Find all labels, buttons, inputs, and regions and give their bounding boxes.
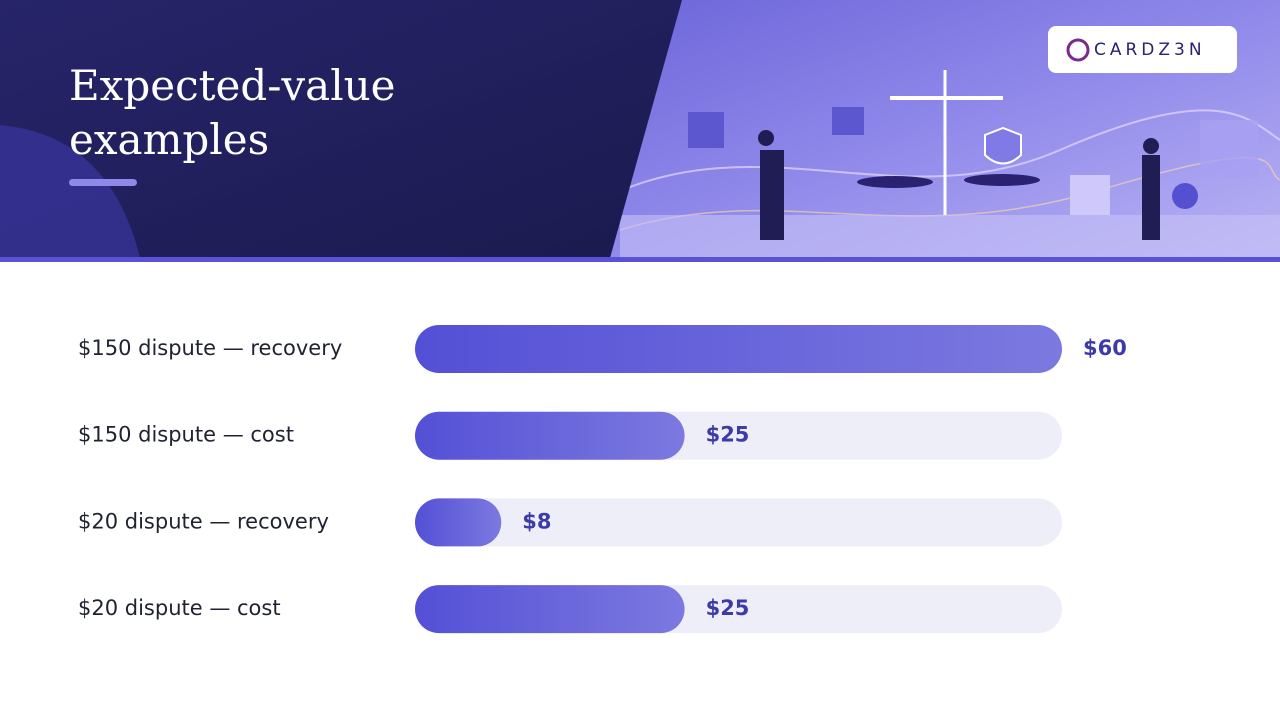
bar: [415, 325, 1062, 373]
decor-wave: [619, 156, 1280, 231]
bar: [415, 585, 685, 634]
value-label: $8: [522, 509, 551, 533]
decor-pan: [964, 174, 1040, 186]
header-panel: [0, 0, 682, 258]
decor-pan: [857, 176, 933, 188]
chart-title: Expected-value examples: [69, 61, 396, 164]
logo-text: CARDZ3N: [1094, 40, 1206, 60]
decor-cube: [832, 107, 864, 135]
category-label: $150 dispute — cost: [78, 423, 294, 447]
bar-track: [415, 498, 1062, 547]
bar: [415, 411, 685, 460]
header-rule: [0, 257, 1280, 262]
decor-wave: [599, 109, 1280, 201]
decor-sphere: [1172, 183, 1198, 209]
decor-person: [1143, 138, 1159, 154]
decor-person: [760, 150, 784, 240]
decor-cube: [688, 112, 724, 148]
category-label: $20 dispute — cost: [78, 596, 281, 620]
decor-cube: [1070, 175, 1110, 215]
title-accent: [69, 179, 137, 186]
decor-floor: [620, 215, 1280, 258]
decor-cube: [1200, 120, 1258, 178]
value-label: $60: [1083, 336, 1127, 360]
logo-badge: [1048, 26, 1237, 73]
category-label: $20 dispute — recovery: [78, 509, 329, 533]
value-label: $25: [706, 596, 750, 620]
value-label: $25: [706, 423, 750, 447]
logo-icon: [1066, 38, 1090, 62]
category-label: $150 dispute — recovery: [78, 336, 342, 360]
decor-person: [1142, 155, 1160, 240]
bar: [415, 498, 502, 547]
decor-person: [758, 130, 774, 146]
decor-shield: [984, 126, 1022, 165]
decor-arc: [0, 125, 140, 258]
bar-chart: $150 dispute — recovery $60 $150 dispute —…: [78, 325, 1127, 634]
